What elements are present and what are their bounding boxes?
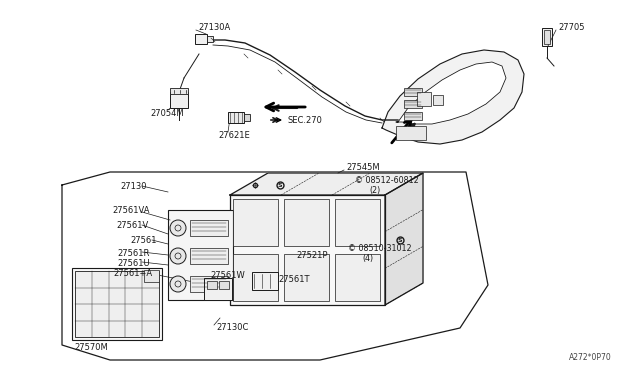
Polygon shape [382,50,524,144]
Text: 27130: 27130 [120,182,147,190]
Polygon shape [385,173,423,305]
Bar [204,278,232,300]
Text: 27705: 27705 [558,22,584,32]
Text: 27054M: 27054M [150,109,184,118]
Bar [233,254,278,301]
Text: SEC.270: SEC.270 [288,115,323,125]
Bar [404,112,422,120]
Bar [417,92,431,106]
Bar [433,95,443,105]
Text: © 08512-60812: © 08512-60812 [355,176,419,185]
Bar [75,271,159,337]
Bar [284,199,329,246]
Bar [207,36,213,42]
Circle shape [170,248,186,264]
Text: A272*0P70: A272*0P70 [569,353,612,362]
Bar [190,276,228,292]
Bar [219,281,229,289]
Bar [168,210,233,300]
Bar [252,272,278,290]
Text: (2): (2) [369,186,380,195]
Text: 27130A: 27130A [198,22,230,32]
Bar [190,220,228,236]
Polygon shape [230,173,423,195]
Text: (4): (4) [362,253,373,263]
Bar [207,281,217,289]
Text: 27561T: 27561T [278,276,310,285]
Text: 27561V: 27561V [116,221,148,230]
Text: S: S [397,237,403,243]
Bar [544,30,550,44]
Bar [542,28,552,46]
Text: 27521P: 27521P [296,250,328,260]
Bar [404,100,422,108]
Bar [195,34,207,44]
Bar [170,88,188,94]
Bar [244,114,250,121]
Bar [230,195,385,305]
Text: 27561U: 27561U [117,259,150,267]
Text: 27561W: 27561W [210,272,244,280]
Circle shape [170,220,186,236]
Text: S: S [278,183,282,187]
Bar [228,112,244,123]
Text: 27621E: 27621E [218,131,250,140]
Text: 27561VA: 27561VA [112,205,150,215]
Bar [233,199,278,246]
Bar [335,254,380,301]
Bar [284,254,329,301]
Circle shape [170,276,186,292]
Text: © 08510-31012: © 08510-31012 [348,244,412,253]
Bar [335,199,380,246]
Polygon shape [396,62,506,124]
Text: 27561+A: 27561+A [113,269,152,279]
Bar [396,126,426,140]
Bar [190,248,228,264]
Text: 27570M: 27570M [74,343,108,353]
Bar [72,268,162,340]
Text: 27561: 27561 [130,235,157,244]
Bar [404,88,422,96]
Text: 27545M: 27545M [346,163,380,171]
Bar [170,92,188,108]
Text: 27130C: 27130C [216,324,248,333]
Bar [144,270,159,282]
Text: 27561R: 27561R [117,248,149,257]
